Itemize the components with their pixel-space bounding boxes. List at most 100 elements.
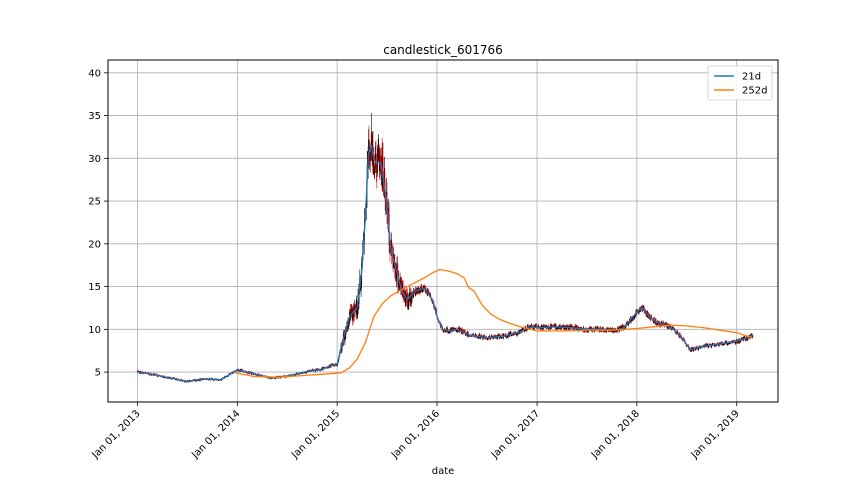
candle-body (196, 380, 198, 382)
candle-body (672, 326, 674, 328)
candle-body (634, 317, 636, 318)
candle-body (360, 288, 362, 291)
series-line-252d (235, 268, 753, 378)
candle-body (208, 379, 210, 381)
candle-body (429, 293, 431, 296)
x-tick-label: Jan 01, 2018 (589, 408, 642, 461)
candle-body (729, 343, 731, 344)
x-axis-label: date (432, 466, 455, 477)
candle-body (345, 332, 347, 335)
candle-body (419, 288, 421, 293)
candle-body (374, 168, 376, 171)
candle-body (566, 325, 568, 327)
candle-body (636, 310, 638, 312)
candle-body (301, 373, 303, 374)
candle-body (503, 334, 505, 336)
candle-body (583, 327, 585, 329)
candle-body (724, 341, 726, 343)
candle-body (379, 155, 381, 164)
candle-body (468, 335, 470, 337)
candle-body (509, 332, 511, 335)
x-tick-label: Jan 01, 2016 (389, 408, 442, 461)
candle-body (184, 381, 186, 383)
candle-body (657, 321, 659, 324)
candle-body (369, 158, 371, 160)
candle-body (292, 375, 294, 376)
candle-body (298, 374, 300, 375)
candle-body (540, 327, 542, 330)
candle-body (530, 325, 532, 327)
candle-body (501, 334, 503, 337)
candle-body (347, 321, 349, 328)
candle-body (378, 149, 380, 161)
candle-body (407, 305, 409, 307)
y-axis-ticks: 5 10 15 20 25 30 35 40 (88, 68, 108, 379)
candle-body (537, 328, 539, 329)
candle-body (585, 330, 587, 332)
candle-body (227, 376, 229, 377)
candle-body (546, 327, 548, 329)
legend-box (707, 65, 773, 101)
candle-body (377, 154, 379, 159)
candle-body (573, 329, 575, 330)
grid (108, 60, 778, 402)
candle-body (357, 311, 359, 316)
candle-body (354, 305, 356, 310)
candle-body (408, 293, 410, 295)
candle-body (725, 341, 727, 342)
candle-body (638, 310, 640, 312)
y-tick-label: 30 (88, 154, 101, 165)
candle-body (638, 311, 640, 314)
candle-body (487, 339, 489, 340)
candle-body (398, 282, 400, 287)
y-tick-label: 35 (88, 111, 101, 122)
candle-body (675, 333, 677, 334)
candle-body (167, 378, 169, 379)
candle-body (556, 327, 558, 329)
candle-body (247, 373, 249, 374)
candle-body (610, 328, 612, 330)
candle-body (501, 334, 503, 336)
candle-body (163, 377, 165, 378)
candle-body (492, 337, 494, 339)
candle-body (449, 331, 451, 333)
candle-body (197, 380, 199, 382)
y-tick-label: 25 (88, 197, 101, 208)
candle-body (370, 149, 372, 162)
candle-body (576, 326, 578, 328)
candle-body (375, 153, 377, 166)
candle-body (509, 332, 511, 334)
x-tick-label: Jan 01, 2019 (689, 408, 742, 461)
candle-body (369, 152, 371, 159)
candle-body (589, 327, 591, 330)
candle-body (466, 334, 468, 335)
candle-body (724, 342, 726, 345)
candle-body (491, 335, 493, 337)
candle-body (408, 294, 410, 306)
candle-body (456, 330, 458, 332)
candle-body (522, 328, 524, 330)
candle-body (351, 308, 353, 313)
candle-body (616, 330, 618, 332)
candle-body (391, 242, 393, 254)
candle-body (487, 338, 489, 340)
candle-body (422, 290, 424, 292)
candle-body (575, 326, 577, 327)
candle-body (360, 283, 362, 289)
candle-body (210, 379, 212, 381)
candle-body (632, 317, 634, 320)
candle-body (524, 329, 526, 331)
candle-body (213, 380, 215, 381)
x-tick-label: Jan 01, 2015 (289, 408, 342, 461)
candle-body (522, 328, 524, 330)
candle-body (428, 290, 430, 295)
candle-body (715, 345, 717, 346)
candle-body (410, 294, 412, 303)
y-tick-label: 40 (88, 68, 101, 79)
x-tick-label: Jan 01, 2017 (489, 408, 542, 461)
candle-body (445, 331, 447, 333)
candle-body (402, 288, 404, 294)
candle-body (734, 342, 736, 343)
candle-body (384, 172, 386, 190)
candle-body (682, 339, 684, 341)
